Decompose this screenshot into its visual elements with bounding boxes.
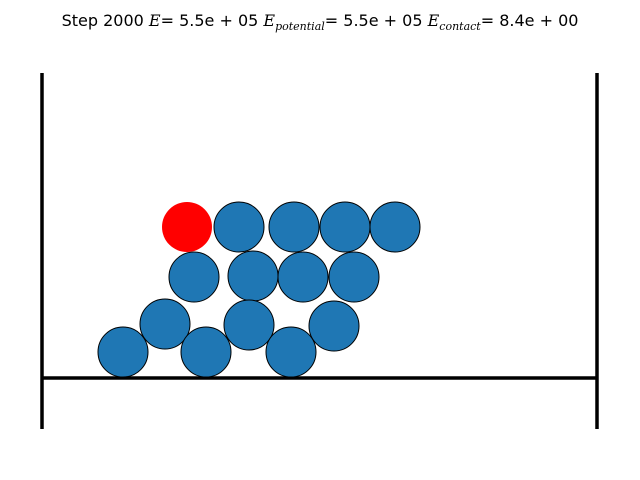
particle bbox=[265, 326, 317, 378]
particle bbox=[319, 201, 371, 253]
step-label: Step 2000 bbox=[61, 11, 144, 30]
highlighted-particle bbox=[162, 202, 212, 252]
particle bbox=[168, 251, 220, 303]
particle bbox=[277, 251, 329, 303]
particle bbox=[369, 201, 421, 253]
potential-subscript: potential bbox=[275, 20, 325, 34]
particle bbox=[227, 250, 279, 302]
plot-title: Step 2000 E= 5.5e + 05 Epotential= 5.5e … bbox=[0, 11, 640, 33]
particle bbox=[97, 326, 149, 378]
particle bbox=[308, 300, 360, 352]
particle bbox=[213, 201, 265, 253]
potential-symbol: E bbox=[263, 11, 276, 30]
contact-subscript: contact bbox=[439, 20, 481, 34]
contact-value: = 8.4e + 00 bbox=[480, 11, 579, 30]
energy-symbol: E bbox=[148, 11, 161, 30]
particle bbox=[328, 251, 380, 303]
particle bbox=[223, 299, 275, 351]
potential-value: = 5.5e + 05 bbox=[324, 11, 423, 30]
particle bbox=[268, 201, 320, 253]
energy-value: = 5.5e + 05 bbox=[160, 11, 259, 30]
particle bbox=[180, 326, 232, 378]
particles-group bbox=[97, 201, 421, 378]
particle bbox=[139, 298, 191, 350]
contact-symbol: E bbox=[427, 11, 440, 30]
